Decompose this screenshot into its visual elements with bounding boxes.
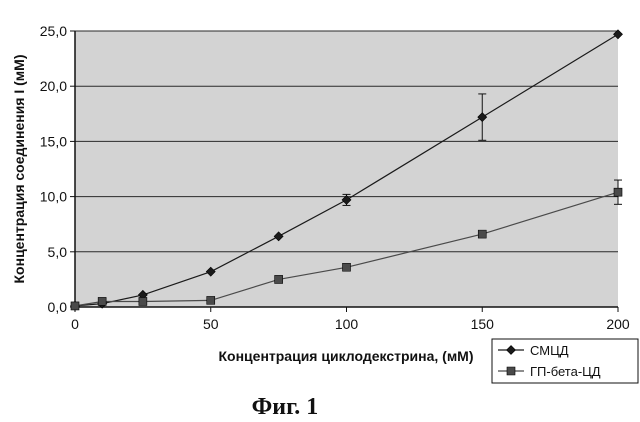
data-point-hp-beta-cd: [98, 297, 106, 305]
legend-label-cmcd: СМЦД: [530, 343, 569, 358]
y-tick-label: 0,0: [48, 299, 68, 315]
y-tick-label: 25,0: [40, 23, 67, 39]
y-tick-label: 10,0: [40, 189, 67, 205]
legend-marker-hp-beta-cd: [507, 367, 515, 375]
x-tick-label: 200: [606, 316, 630, 332]
data-point-hp-beta-cd: [139, 297, 147, 305]
x-axis-ticks: 0 50 100 150 200: [71, 307, 630, 332]
y-tick-label: 15,0: [40, 133, 67, 149]
y-axis-title: Концентрация соединения I (мМ): [11, 55, 27, 284]
data-point-hp-beta-cd: [343, 263, 351, 271]
y-tick-label: 5,0: [48, 244, 68, 260]
legend: СМЦД ГП-бета-ЦД: [492, 339, 638, 383]
x-tick-label: 100: [335, 316, 359, 332]
x-tick-label: 150: [471, 316, 495, 332]
data-point-hp-beta-cd: [71, 302, 79, 310]
data-point-hp-beta-cd: [478, 230, 486, 238]
figure-caption: Фиг. 1: [252, 394, 319, 420]
data-point-hp-beta-cd: [275, 275, 283, 283]
legend-label-hp-beta-cd: ГП-бета-ЦД: [530, 364, 601, 379]
x-axis-title: Концентрация циклодекстрина, (мМ): [219, 348, 474, 364]
x-tick-label: 0: [71, 316, 79, 332]
data-point-hp-beta-cd: [614, 188, 622, 196]
x-tick-label: 50: [203, 316, 219, 332]
y-tick-label: 20,0: [40, 78, 67, 94]
y-axis-ticks: 0,0 5,0 10,0 15,0 20,0 25,0: [40, 23, 75, 315]
data-point-hp-beta-cd: [207, 296, 215, 304]
